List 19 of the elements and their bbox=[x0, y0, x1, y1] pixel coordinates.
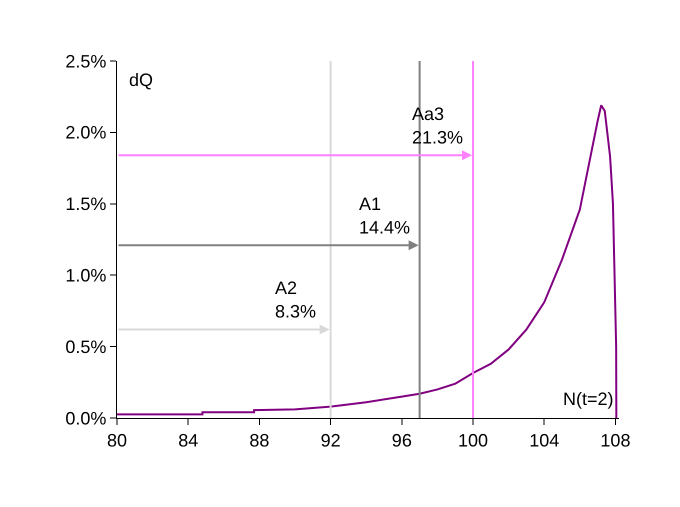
x-tick-label: 84 bbox=[178, 430, 198, 451]
x-tick-label: 108 bbox=[600, 430, 630, 451]
y-tick-label: 1.5% bbox=[65, 194, 106, 214]
y-tick-label: 0.0% bbox=[65, 408, 106, 428]
y-tick-label: 0.5% bbox=[65, 336, 106, 357]
y-tick-label: 2.5% bbox=[65, 51, 106, 72]
x-tick-label: 96 bbox=[392, 430, 412, 451]
annotation: Aa3 21.3% bbox=[412, 104, 464, 148]
x-tick-label: 104 bbox=[529, 430, 560, 451]
annotation: dQ bbox=[129, 70, 154, 90]
annotation: A1 14.4% bbox=[359, 194, 410, 238]
x-tick-label: 88 bbox=[249, 430, 270, 451]
x-tick-label: 100 bbox=[458, 430, 488, 451]
annotation: A2 8.3% bbox=[275, 278, 316, 322]
annotation: N(t=2) bbox=[563, 389, 614, 409]
x-tick-label: 92 bbox=[320, 430, 341, 451]
x-tick-label: 80 bbox=[106, 430, 128, 451]
y-tick-label: 2.0% bbox=[65, 122, 106, 143]
y-tick-label: 1.0% bbox=[65, 266, 106, 286]
